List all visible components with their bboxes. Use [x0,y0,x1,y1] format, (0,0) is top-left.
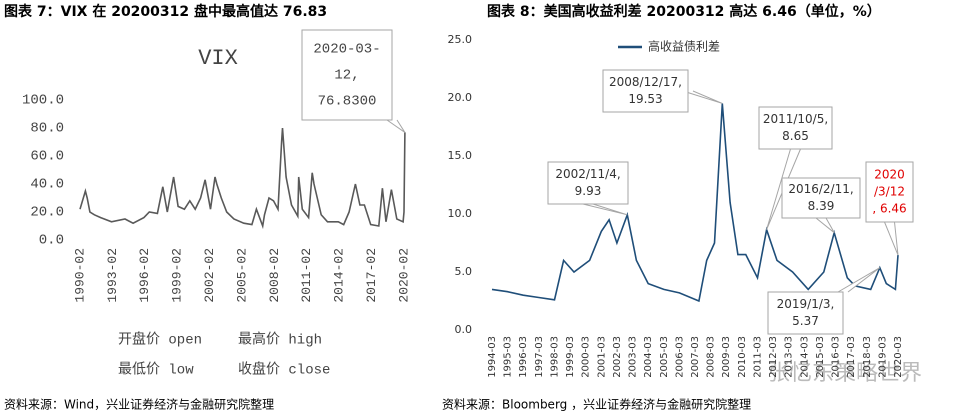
x-tick-label: 2018-03 [862,336,873,378]
callout-text: , 6.46 [872,202,906,216]
y-tick-label: 0.0 [455,323,473,336]
legend-label: 开盘价 open [118,331,202,349]
x-tick-label: 2000-03 [581,336,592,378]
callout-text: 19.53 [628,92,662,106]
legend-label: 高收益债利差 [648,39,720,54]
callout-pointer [837,267,881,293]
y-tick-label: 100.0 [22,93,64,109]
x-tick-label: 1999-03 [565,336,576,378]
x-tick-label: 2008-03 [706,336,717,378]
y-tick-label: 25.0 [448,33,473,46]
callout-text: 2002/11/4, [555,167,620,181]
x-tick-label: 2011-03 [752,336,763,378]
y-tick-label: 15.0 [448,149,473,162]
x-tick-label: 2016-03 [831,336,842,378]
x-tick-label: 2003-03 [628,336,639,378]
source: 资料来源：Bloomberg ，兴业证券经济与金融研究院整理 [442,397,751,412]
legend-label: 收盘价 close [238,361,330,379]
callout-box [758,106,833,150]
x-tick-label: 2002-03 [612,336,623,378]
x-tick-label: 1996-03 [518,336,529,378]
x-tick-label: 2008-02 [267,248,282,303]
legend-label: 最高价 high [238,331,322,349]
callout-text: 8.65 [782,129,809,143]
x-tick-label: 2009-03 [721,336,732,378]
y-tick-label: 80.0 [30,121,64,137]
x-tick-label: 2017-02 [364,248,379,303]
callout-text: 9.93 [575,184,602,198]
callout-text: /3/12 [874,185,905,199]
x-tick-label: 2006-03 [674,336,685,378]
x-tick-label: 2007-03 [690,336,701,378]
callout-text: 12, [334,68,359,84]
x-tick-label: 2019-03 [877,336,888,378]
callout-box [781,177,861,219]
y-tick-label: 60.0 [30,149,64,165]
callout-pointer [815,217,835,234]
x-tick-label: 2002-02 [202,248,217,303]
source: 资料来源：Wind，兴业证券经济与金融研究院整理 [4,397,274,412]
x-tick-label: 1990-02 [72,248,87,303]
x-tick-label: 1999-02 [170,248,185,303]
callout-text: 8.39 [808,199,835,213]
x-tick-label: 1997-03 [534,336,545,378]
callout-pointer [386,119,406,133]
x-tick-label: 2020-02 [396,248,411,303]
y-tick-label: 0.0 [39,233,64,249]
callout-box [767,291,844,335]
x-tick-label: 1994-03 [487,336,498,378]
callout-text: 2020-03- [313,42,380,58]
x-tick-label: 2015-03 [815,336,826,378]
x-tick-label: 2001-03 [596,336,607,378]
series-line [491,103,899,303]
callout-text: 2019/1/3, [777,297,835,311]
callout-text: 2016/2/11, [788,182,853,196]
x-tick-label: 1993-02 [105,248,120,303]
y-tick-label: 20.0 [448,91,473,104]
callout-pointer [682,90,723,104]
x-tick-label: 1998-03 [549,336,560,378]
x-tick-label: 2017-03 [846,336,857,378]
y-tick-label: 10.0 [448,207,473,220]
callout-text: 76.8300 [318,94,377,110]
heading: 图表 8：美国高收益利差 20200312 高达 6.46（单位，%） [487,3,881,20]
x-tick-label: 2010-03 [737,336,748,378]
y-tick-label: 20.0 [30,205,64,221]
heading: 图表 7：VIX 在 20200312 盘中最高值达 76.83 [4,3,327,20]
x-tick-label: 1995-03 [503,336,514,378]
callout-box [865,161,914,223]
callout-text: 5.37 [792,314,819,328]
callout-box [301,29,393,121]
callout-pointer [884,221,899,256]
x-tick-label: 2013-03 [784,336,795,378]
x-tick-label: 2020-03 [893,336,904,378]
callout-text: 2008/12/17, [609,75,682,89]
watermark: 张忆东策略世界 [768,361,922,386]
x-tick-label: 2014-03 [799,336,810,378]
series-line [79,127,406,230]
x-tick-label: 2011-02 [299,248,314,303]
callout-box [547,161,629,205]
chart-title: VIX [198,46,238,71]
x-tick-label: 2005-03 [659,336,670,378]
legend-label: 最低价 low [118,362,194,379]
x-tick-label: 1996-02 [137,248,152,303]
x-tick-label: 2012-03 [768,336,779,378]
x-tick-label: 2005-02 [234,248,249,303]
callout-text: 2020 [874,168,905,182]
x-tick-label: 2014-02 [332,248,347,303]
callout-pointer [582,203,628,216]
callout-text: 2011/10/5, [763,112,828,126]
x-tick-label: 2004-03 [643,336,654,378]
y-tick-label: 40.0 [30,177,64,193]
y-tick-label: 5.0 [455,265,473,278]
callout-box [602,69,689,113]
